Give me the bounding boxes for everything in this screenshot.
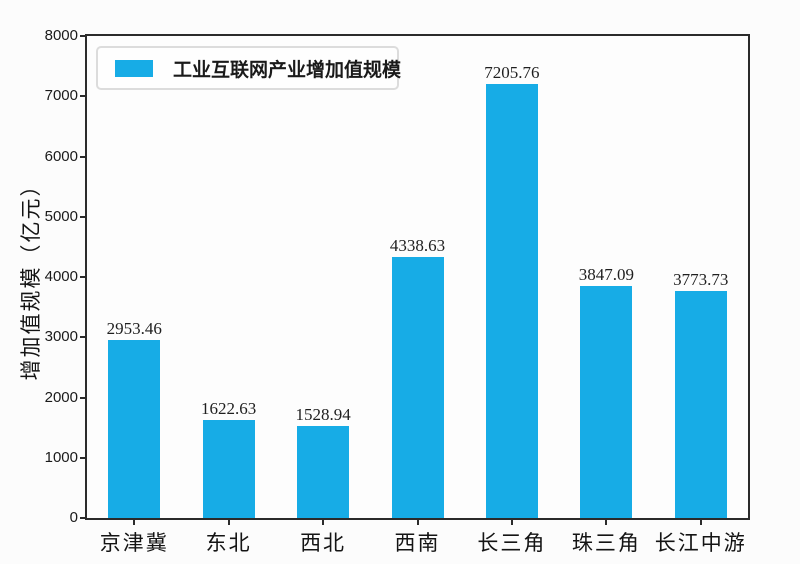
y-tick-mark (80, 456, 87, 459)
x-tick-mark (699, 518, 702, 525)
bar (297, 426, 350, 518)
bar-value-label: 7205.76 (484, 63, 540, 82)
x-tick-label: 东北 (205, 531, 252, 555)
bar-value-label: 2953.46 (106, 319, 162, 338)
y-tick-mark (80, 155, 87, 158)
y-tick-mark (80, 215, 87, 218)
y-axis-title: 增加值规模（亿元） (19, 173, 43, 381)
y-tick-mark (80, 336, 87, 339)
y-tick-label: 2000 (44, 388, 78, 406)
y-tick-label: 3000 (44, 328, 78, 346)
legend-label: 工业互联网产业增加值规模 (173, 59, 402, 81)
x-tick-mark (133, 518, 136, 525)
plot-area: 2953.46 1622.63 1528.94 4338.63 7205.76 3847.… (85, 34, 750, 520)
x-tick-mark (510, 518, 513, 525)
legend-color-swatch (115, 59, 153, 77)
bar-value-label: 3773.73 (673, 270, 729, 289)
bar (391, 257, 444, 518)
x-tick-label: 西南 (394, 531, 441, 555)
y-tick-label: 5000 (44, 207, 78, 225)
x-tick-label: 长三角 (477, 531, 547, 555)
bar-value-label: 1622.63 (201, 399, 257, 418)
y-tick-label: 1000 (44, 448, 78, 466)
y-tick-label: 8000 (44, 27, 78, 44)
bar (202, 420, 255, 518)
x-tick-label: 珠三角 (571, 531, 641, 555)
bar-value-label: 3847.09 (578, 265, 634, 284)
y-tick-mark (80, 276, 87, 278)
x-tick-mark (605, 518, 608, 525)
x-tick-mark (227, 518, 230, 525)
x-tick-mark (416, 518, 419, 525)
y-tick-mark (80, 396, 87, 399)
x-tick-label: 长江中游 (654, 531, 747, 555)
x-tick-mark (322, 518, 325, 525)
y-tick-label: 6000 (44, 147, 78, 165)
bar (580, 286, 633, 518)
bar (108, 340, 161, 518)
bar (674, 291, 727, 518)
y-tick-mark (80, 95, 87, 98)
y-tick-mark (80, 35, 87, 37)
y-tick-label: 7000 (44, 87, 78, 105)
bar (485, 84, 538, 518)
x-tick-label: 京津冀 (99, 531, 169, 555)
legend: 工业互联网产业增加值规模 (96, 46, 402, 90)
y-tick-label: 0 (69, 509, 78, 526)
bar-value-label: 4338.63 (389, 236, 446, 255)
x-tick-label: 西北 (300, 531, 347, 555)
y-tick-label: 4000 (44, 268, 78, 285)
bar-value-label: 1528.94 (295, 405, 351, 424)
y-tick-mark (80, 517, 87, 519)
